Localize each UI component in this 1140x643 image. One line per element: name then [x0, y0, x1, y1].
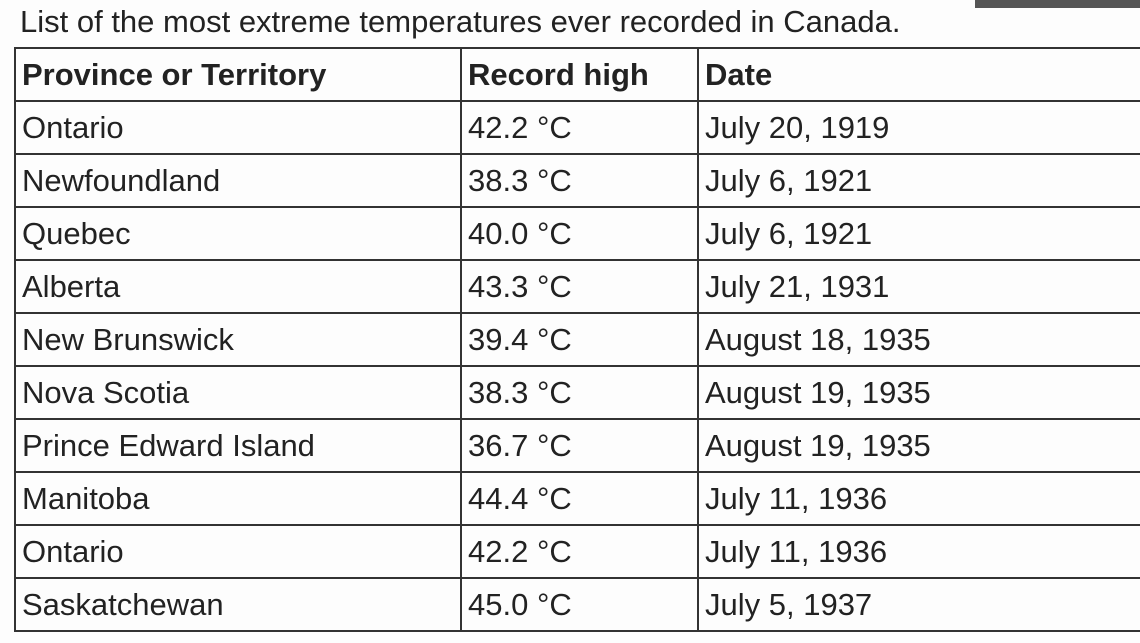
- title: List of the most extreme temperatures ev…: [20, 4, 901, 39]
- table-cell: August 18, 1935: [697, 312, 1140, 367]
- table-row: Manitoba 44.4 °C July 11, 1936: [14, 471, 1140, 526]
- table-cell: August 19, 1935: [697, 365, 1140, 420]
- table-cell: 42.2 °C: [460, 100, 699, 155]
- corner-overlay: [975, 0, 1140, 8]
- table-cell: 36.7 °C: [460, 418, 699, 473]
- table-row: Quebec 40.0 °C July 6, 1921: [14, 206, 1140, 261]
- table-cell: July 6, 1921: [697, 206, 1140, 261]
- table-cell: Newfoundland: [14, 153, 462, 208]
- table-cell: Manitoba: [14, 471, 462, 526]
- table-row: Nova Scotia 38.3 °C August 19, 1935: [14, 365, 1140, 420]
- table-cell: 38.3 °C: [460, 365, 699, 420]
- table-body: Ontario 42.2 °C July 20, 1919 Newfoundland 3…: [14, 100, 1140, 632]
- table-cell: Ontario: [14, 100, 462, 155]
- table-cell: 43.3 °C: [460, 259, 699, 314]
- table-cell: Prince Edward Island: [14, 418, 462, 473]
- header-cell: Date: [697, 47, 1140, 102]
- table-cell: 42.2 °C: [460, 524, 699, 579]
- header-row: Province or Territory Record high Date: [14, 47, 1140, 102]
- table-cell: 45.0 °C: [460, 577, 699, 632]
- table-cell: 38.3 °C: [460, 153, 699, 208]
- table-cell: Saskatchewan: [14, 577, 462, 632]
- table-row: Ontario 42.2 °C July 20, 1919: [14, 100, 1140, 155]
- table-cell: Quebec: [14, 206, 462, 261]
- table-cell: July 6, 1921: [697, 153, 1140, 208]
- table-cell: August 19, 1935: [697, 418, 1140, 473]
- table-cell: July 5, 1937: [697, 577, 1140, 632]
- table-row: Saskatchewan 45.0 °C July 5, 1937: [14, 577, 1140, 632]
- table-cell: July 11, 1936: [697, 524, 1140, 579]
- table-row: Alberta 43.3 °C July 21, 1931: [14, 259, 1140, 314]
- table-cell: July 21, 1931: [697, 259, 1140, 314]
- table-cell: 40.0 °C: [460, 206, 699, 261]
- table-cell: 39.4 °C: [460, 312, 699, 367]
- table-row: Ontario 42.2 °C July 11, 1936: [14, 524, 1140, 579]
- table-cell: Nova Scotia: [14, 365, 462, 420]
- table-row: Prince Edward Island 36.7 °C August 19, 19…: [14, 418, 1140, 473]
- table-cell: July 20, 1919: [697, 100, 1140, 155]
- table-cell: New Brunswick: [14, 312, 462, 367]
- header-cell: Province or Territory: [14, 47, 462, 102]
- table-row: Newfoundland 38.3 °C July 6, 1921: [14, 153, 1140, 208]
- table-cell: July 11, 1936: [697, 471, 1140, 526]
- table-cell: 44.4 °C: [460, 471, 699, 526]
- table-row: New Brunswick 39.4 °C August 18, 1935: [14, 312, 1140, 367]
- table-cell: Alberta: [14, 259, 462, 314]
- table-cell: Ontario: [14, 524, 462, 579]
- table: Province or Territory Record high Date Ont…: [14, 47, 1140, 632]
- header-cell: Record high: [460, 47, 699, 102]
